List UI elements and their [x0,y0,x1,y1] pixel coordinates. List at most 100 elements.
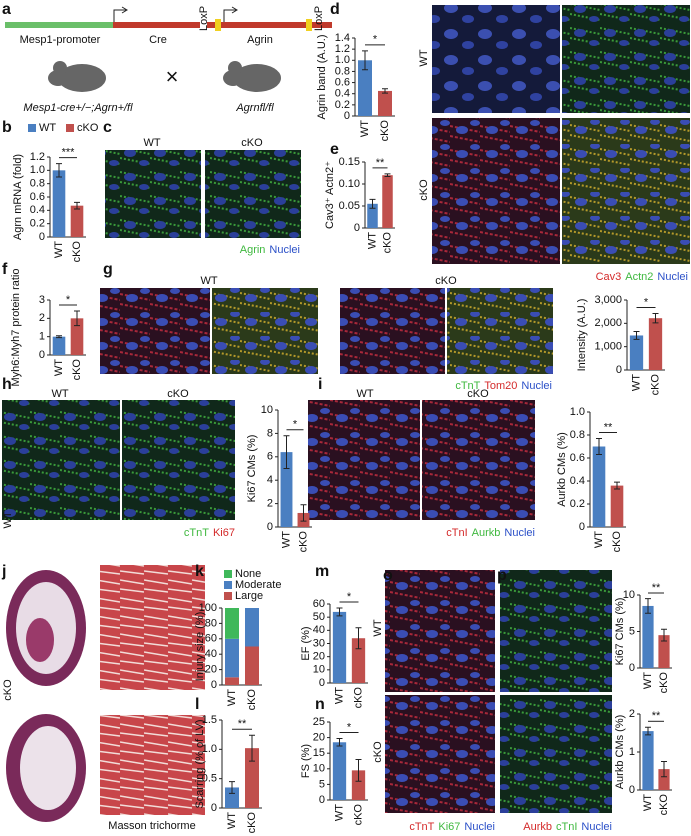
stain-name: cTnT [409,821,434,833]
legend-swatch [224,570,232,578]
micrograph [447,288,553,374]
y-tick-label: 1.2 [335,43,350,55]
significance: *** [62,147,76,159]
error-bar [74,201,80,210]
error-bar [614,481,620,490]
y-axis-label: FS (%) [300,744,312,778]
image-label: WT [372,619,384,636]
y-tick-label: 0 [39,349,45,361]
y-tick-label: 0 [354,222,360,234]
y-tick-label: 2,000 [594,317,622,329]
y-tick-label: 4 [267,474,273,486]
y-tick-label: 0.2 [570,498,585,510]
panel-label: f [2,261,8,278]
image-label: cKO [241,137,263,149]
error-bar [596,437,602,456]
x-tick-label: cKO [352,804,364,826]
bar [280,452,293,527]
x-tick-label: cKO [352,687,364,709]
label: Agrin [247,34,273,46]
y-axis-label: Injury size (%) [194,612,206,682]
bar [332,611,347,683]
label: LoxP [198,6,210,31]
panel-label: n [315,696,325,713]
error-bar [661,761,667,778]
mouse-icon [48,61,106,92]
bar [245,748,259,808]
stain-name: Nuclei [521,380,552,392]
cross: × [166,64,179,89]
y-tick-label: 1.4 [335,32,350,44]
y-tick-label: 0 [267,521,273,533]
bar [70,318,84,355]
panel-label: h [2,376,12,393]
panel-label: j [1,563,6,580]
y-tick-label: 1.0 [30,164,45,176]
y-axis-label: Agrn mRNA (fold) [12,154,24,240]
legend-label: Large [235,590,263,602]
significance: * [347,721,352,733]
panel-label: i [318,376,322,393]
y-tick-label: 5 [629,625,635,637]
stain-legend: Cav3 Actn2 Nuclei [596,271,688,283]
legend-swatch [224,592,232,600]
promoter-arrow [223,6,238,22]
y-tick-label: 0.10 [339,178,360,190]
bar [642,731,654,790]
y-tick-label: 80 [205,617,217,629]
error-bar [661,628,667,642]
genotype: Agrnfl/fl [235,102,274,114]
x-tick-label: cKO [71,241,83,263]
stain-legend: cTnI Aurkb Nuclei [446,527,535,539]
y-tick-label: 20 [205,664,217,676]
bar [658,635,670,668]
significance: * [66,294,71,306]
legend-label: WT [39,122,56,134]
y-tick-label: 0.5 [202,773,217,785]
loxp-site [215,19,221,31]
x-tick-label: cKO [297,531,309,553]
y-tick-label: 30 [313,637,325,649]
y-tick-label: 10 [313,763,325,775]
y-tick-label: 10 [623,589,635,601]
stain-legend: Aurkb cTnI Nuclei [523,821,612,833]
y-tick-label: 0 [319,677,325,689]
image-label: WT [143,137,160,149]
x-tick-label: cKO [658,672,670,694]
y-tick-label: 0.4 [335,88,350,100]
error-bar [56,163,62,178]
y-tick-label: 40 [313,624,325,636]
y-tick-label: 0 [629,784,635,796]
x-tick-label: cKO [649,374,661,396]
micrograph [422,400,535,520]
loxp-site [306,19,312,31]
error-bar [300,504,307,522]
y-tick-label: 0.4 [30,204,45,216]
image-label: cKO [418,179,430,201]
image-label: cKO [372,741,384,763]
error-bar [645,598,651,614]
y-tick-label: 15 [313,747,325,759]
x-tick-label: cKO [611,531,623,553]
y-tick-label: 60 [313,598,325,610]
y-axis-label: Ki67 CMs (%) [246,435,258,503]
panel-label: k [195,563,204,580]
y-tick-label: 0.8 [570,429,585,441]
stain-name: Nuclei [581,821,612,833]
micrograph [562,5,690,113]
x-tick-label: cKO [71,359,83,381]
mouse-icon [223,61,281,92]
x-tick-label: cKO [379,120,391,142]
error-bar [283,435,290,469]
y-tick-label: 0.05 [339,200,360,212]
bar [358,60,372,116]
y-axis-label: Scarring (% of LV) [194,719,206,808]
error-bar [74,310,80,327]
x-tick-label: WT [359,120,371,137]
bar [592,446,606,527]
micrograph [340,288,445,374]
schematic: Mesp1-promoter Cre LoxP Agrin LoxP × Mes… [5,6,332,114]
y-tick-label: 0.2 [30,218,45,230]
stain-name: Cav3 [596,271,622,283]
